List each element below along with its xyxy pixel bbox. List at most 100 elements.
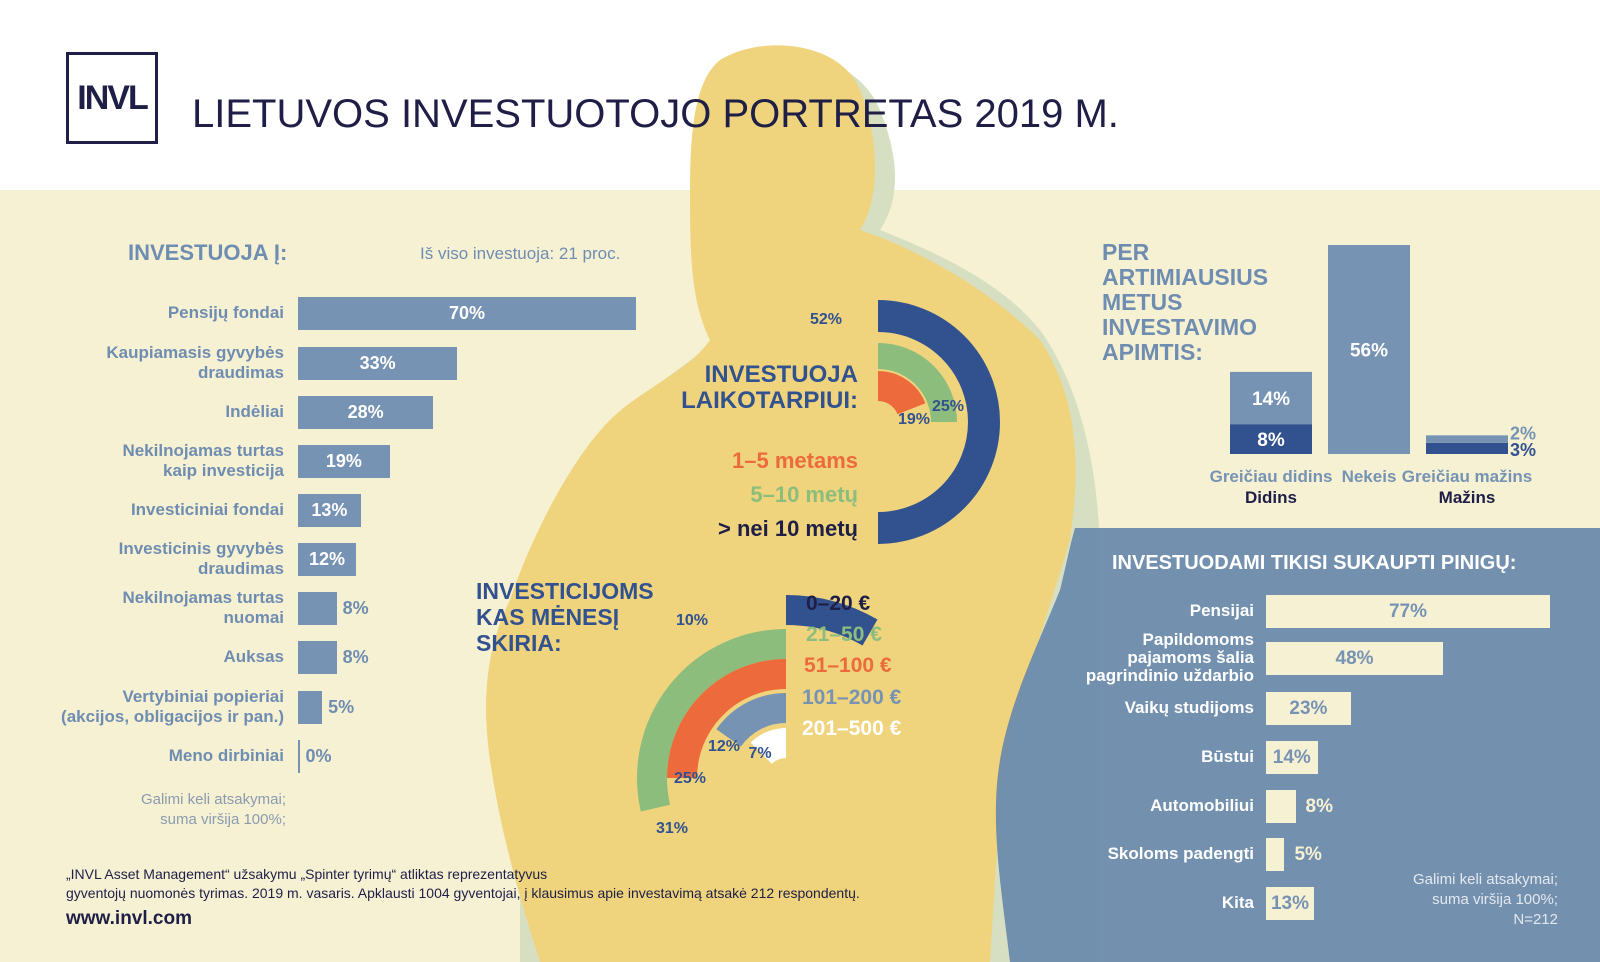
- period-value-label: 19%: [898, 411, 930, 428]
- label-line: Investicinis gyvybės: [118, 539, 284, 558]
- bar-category-label: Meno dirbiniai: [168, 746, 284, 765]
- bar: [298, 543, 356, 576]
- note-line: N=212: [1513, 911, 1558, 928]
- bar-category-label: Nekilnojamas turtas kaip investicija: [84, 441, 284, 481]
- bar: [298, 297, 636, 330]
- bar: [298, 691, 323, 724]
- goals-category-label: Automobiliui: [1150, 796, 1254, 815]
- plans-category-label: Nekeis: [1342, 467, 1397, 486]
- goals-bar: [1266, 790, 1296, 823]
- bar-value-label: 19%: [325, 451, 362, 471]
- plans-value-label: 8%: [1257, 430, 1285, 451]
- legend-201-500: 201–500 €: [802, 717, 902, 740]
- bar: [298, 592, 337, 625]
- bar-value-label: 0%: [305, 746, 332, 766]
- goals-value-label: 8%: [1305, 796, 1333, 817]
- plans-bar-upper: [1230, 371, 1312, 425]
- period-arc-0: [877, 371, 926, 416]
- goals-category-label: Būstui: [1201, 747, 1254, 766]
- legend-0-20: 0–20 €: [806, 592, 871, 615]
- label-line: Nekilnojamas turtas: [122, 441, 284, 460]
- page-title: LIETUVOS INVESTUOTOJO PORTRETAS 2019 M.: [192, 92, 1119, 136]
- goals-category-label: Papildomoms pajamoms šalia pagrindinio užd…: [1034, 631, 1254, 685]
- bar-value-label: 8%: [342, 598, 369, 618]
- goals-category-label: Skoloms padengti: [1107, 844, 1254, 863]
- plans-sub-label: Mažins: [1439, 488, 1496, 507]
- period-value-label: 52%: [810, 311, 842, 328]
- period-arc-1: [877, 343, 957, 423]
- invests-in-title: INVESTUOJA Į:: [128, 240, 288, 265]
- logo-text: INVL: [77, 78, 148, 117]
- goals-category-label: Pensijai: [1189, 601, 1254, 620]
- bar: [298, 347, 458, 380]
- goals-bar: [1266, 642, 1444, 675]
- website-link[interactable]: www.invl.com: [66, 908, 192, 929]
- goals-value-label: 13%: [1270, 893, 1309, 914]
- period-title: INVESTUOJA LAIKOTARPIUI:: [681, 361, 858, 414]
- legend-51-100: 51–100 €: [804, 654, 892, 677]
- plans-value-label: 3%: [1510, 440, 1536, 460]
- bar-category-label: Vertybiniai popieriai (akcijos, obligacij…: [24, 687, 284, 727]
- label-line: Nekilnojamas turtas: [122, 588, 284, 607]
- period-arc-2: [877, 300, 1000, 544]
- label-line: kaip investicija: [163, 461, 284, 480]
- note-line: suma viršija 100%;: [160, 811, 286, 828]
- label-line: draudimas: [198, 559, 284, 578]
- bar: [298, 445, 390, 478]
- label-line: pagrindinio uždarbio: [1085, 666, 1254, 685]
- plans-value-label: 56%: [1350, 341, 1388, 362]
- bar-value-label: 70%: [448, 303, 486, 323]
- note-line: Galimi keli atsakymai;: [1412, 871, 1558, 888]
- bar: [298, 641, 337, 674]
- goals-note: Galimi keli atsakymai; suma viršija 100%…: [1358, 870, 1558, 930]
- monthly-arc-4: [750, 728, 787, 765]
- goals-category-label: Vaikų studijoms: [1124, 698, 1254, 717]
- legend-101-200: 101–200 €: [802, 686, 902, 709]
- source-line-2: gyventojų nuomonės tyrimas. 2019 m. vasa…: [66, 885, 860, 901]
- invl-logo: INVL: [66, 52, 158, 144]
- monthly-arc-0: [785, 595, 878, 646]
- legend-1-5: 1–5 metams: [732, 448, 858, 473]
- monthly-arc-1: [637, 629, 787, 812]
- goals-value-label: 77%: [1388, 601, 1428, 622]
- goals-value-label: 48%: [1335, 648, 1374, 669]
- goals-category-label: Kita: [1221, 893, 1254, 912]
- monthly-value-label: 25%: [674, 770, 706, 787]
- source-line-1: „INVL Asset Management“ užsakymu „Spinte…: [66, 866, 548, 882]
- note-line: Galimi keli atsakymai;: [140, 791, 286, 808]
- bar-category-label: Auksas: [223, 647, 284, 666]
- plans-value-label: 2%: [1510, 423, 1536, 443]
- goals-bar: [1266, 887, 1314, 920]
- plans-bar-upper: [1328, 245, 1410, 454]
- bar-value-label: 13%: [311, 500, 348, 520]
- plans-bar-lower: [1426, 442, 1508, 454]
- bar: [298, 740, 300, 773]
- bar-value-label: 33%: [359, 353, 396, 373]
- bar-value-label: 5%: [328, 697, 355, 717]
- total-invests-subtitle: Iš viso investuoja: 21 proc.: [420, 244, 621, 263]
- label-line: pajamoms šalia: [1127, 648, 1254, 667]
- person-silhouette: [486, 45, 1076, 962]
- period-value-label: 25%: [932, 398, 964, 415]
- bar-category-label: Investicinis gyvybės draudimas: [84, 539, 284, 579]
- bar-category-label: Nekilnojamas turtas nuomai: [84, 588, 284, 628]
- bar: [298, 396, 434, 429]
- goals-bar: [1266, 741, 1318, 774]
- goals-bar: [1266, 595, 1550, 628]
- plans-title: PER ARTIMIAUSIUS METUS INVESTAVIMO APIMT…: [1102, 239, 1269, 365]
- left-note: Galimi keli atsakymai; suma viršija 100%…: [86, 790, 286, 830]
- plans-sub-label: Didins: [1245, 488, 1297, 507]
- plans-bar-lower: [1230, 424, 1312, 454]
- plans-category-label: Greičiau mažins: [1402, 467, 1532, 486]
- monthly-value-label: 12%: [708, 738, 740, 755]
- monthly-arc-3: [716, 693, 787, 747]
- legend-10plus: > nei 10 metų: [717, 516, 858, 541]
- goals-title: INVESTUODAMI TIKISI SUKAUPTI PINIGŲ:: [1112, 552, 1517, 574]
- monthly-value-label: 7%: [748, 745, 771, 762]
- bar-category-label: Kaupiamasis gyvybės draudimas: [84, 343, 284, 383]
- bar-value-label: 8%: [342, 647, 369, 667]
- goals-bar: [1266, 838, 1285, 871]
